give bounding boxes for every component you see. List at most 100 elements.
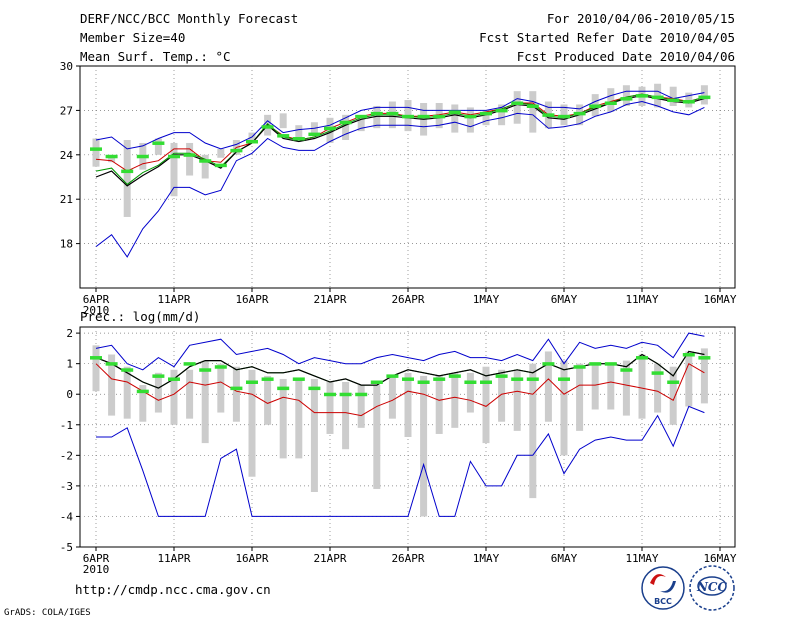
temp-marker xyxy=(152,141,165,145)
prec-spread-box xyxy=(404,372,412,437)
temp-marker xyxy=(526,104,539,108)
ncc-logo: NCC xyxy=(689,565,735,611)
temp-marker xyxy=(246,139,258,144)
prec-marker xyxy=(636,356,648,360)
prec-marker xyxy=(339,392,352,397)
chart-title: DERF/NCC/BCC Monthly Forecast xyxy=(80,11,298,26)
prec-max-line xyxy=(95,332,705,371)
prec-marker xyxy=(402,377,414,381)
temp-y-tick-label: 18 xyxy=(60,238,73,251)
ncc-logo-text: NCC xyxy=(696,580,728,594)
temp-spread-box xyxy=(123,140,131,217)
prec-spread-box xyxy=(513,369,521,431)
prec-marker xyxy=(230,386,243,391)
source-url: http://cmdp.ncc.cma.gov.cn xyxy=(75,582,271,597)
prec-marker xyxy=(277,386,290,391)
prec-spread-box xyxy=(170,369,178,425)
bcc-logo: BCC xyxy=(641,566,685,610)
temp-marker xyxy=(698,95,711,100)
temp-spread-box xyxy=(357,119,365,132)
temp-spread-box xyxy=(108,156,116,163)
prec-spread-box xyxy=(264,375,272,425)
prec-y-tick-label: 2 xyxy=(66,327,73,340)
temp-marker xyxy=(682,100,695,104)
prec-x-tick-label: 26APR xyxy=(391,552,424,565)
prec-spread-box xyxy=(232,366,240,422)
prec-x-tick-label: 6MAY xyxy=(551,552,578,565)
temp-marker xyxy=(480,111,492,116)
temp-spread-box xyxy=(295,125,303,138)
prec-spread-box xyxy=(451,372,459,428)
prec-marker xyxy=(651,371,664,375)
temp-marker xyxy=(604,101,617,105)
temp-x-tick-label: 6MAY xyxy=(551,293,578,306)
prec-marker xyxy=(526,377,539,381)
temp-obs-line xyxy=(95,93,705,186)
temp-marker xyxy=(651,95,664,100)
temp-spread-box xyxy=(373,105,381,129)
temp-spread-box xyxy=(279,113,287,129)
prec-spread-box xyxy=(482,366,490,444)
temp-marker xyxy=(277,134,290,138)
bcc-logo-blue-swirl xyxy=(660,581,676,593)
prec-marker xyxy=(168,377,180,381)
prec-marker xyxy=(620,368,633,372)
prec-marker xyxy=(698,356,711,360)
temp-marker xyxy=(261,125,274,129)
prec-marker xyxy=(90,356,102,360)
prec-marker xyxy=(480,380,492,384)
prec-marker xyxy=(121,368,134,372)
prec-spread-box xyxy=(310,378,318,492)
temp-marker xyxy=(230,148,243,153)
temp-marker xyxy=(511,101,524,105)
prec-spread-box xyxy=(685,351,693,407)
temp-spread-box xyxy=(482,110,490,126)
temp-y-tick-label: 24 xyxy=(60,149,74,162)
prec-spread-box xyxy=(654,363,662,413)
temp-spread-box xyxy=(498,104,506,126)
ncc-logo-orbit xyxy=(697,576,727,596)
prec-x-year-label: 2010 xyxy=(83,563,110,576)
prec-spread-box xyxy=(388,375,396,419)
temp-marker xyxy=(168,154,180,159)
prec-spread-box xyxy=(326,382,334,434)
temp-x-tick-label: 11APR xyxy=(157,293,190,306)
temp-marker xyxy=(464,114,477,119)
temp-spread-box xyxy=(342,114,350,140)
prec-x-tick-label: 11MAY xyxy=(625,552,658,565)
temp-marker xyxy=(667,98,680,103)
temp-x-tick-label: 6APR xyxy=(83,293,110,306)
temp-y-tick-label: 21 xyxy=(60,193,73,206)
temp-spread-box xyxy=(186,142,194,176)
prec-marker xyxy=(386,374,399,378)
prec-marker xyxy=(542,362,555,366)
temp-marker xyxy=(542,113,555,117)
prec-marker xyxy=(511,377,524,381)
temp-marker xyxy=(214,163,227,168)
ncc-logo-ring xyxy=(689,565,735,611)
fcst-produced-date: Fcst Produced Date 2010/04/06 xyxy=(517,49,735,64)
prec-y-tick-label: -4 xyxy=(60,510,74,523)
prec-spread-box xyxy=(529,363,537,499)
temp-x-tick-label: 26APR xyxy=(391,293,424,306)
prec-marker xyxy=(558,377,570,381)
prec-marker xyxy=(464,380,477,384)
temp-spread-box xyxy=(310,122,318,136)
temp-marker xyxy=(308,132,321,137)
fcst-started-date: Fcst Started Refer Date 2010/04/05 xyxy=(479,30,735,45)
prec-marker xyxy=(667,380,680,384)
temp-marker xyxy=(573,111,586,116)
temp-marker xyxy=(370,111,383,116)
prec-spread-box xyxy=(466,372,474,413)
temp-spread-box xyxy=(607,88,615,112)
temp-marker xyxy=(90,147,102,151)
temp-spread-box xyxy=(154,138,162,155)
temp-marker xyxy=(495,108,508,113)
prec-marker xyxy=(261,377,274,381)
prec-x-tick-label: 11APR xyxy=(157,552,190,565)
bcc-logo-text: BCC xyxy=(654,597,672,606)
prec-marker xyxy=(214,365,227,369)
temp-spread-box xyxy=(529,91,537,133)
prec-y-tick-label: 0 xyxy=(66,388,73,401)
